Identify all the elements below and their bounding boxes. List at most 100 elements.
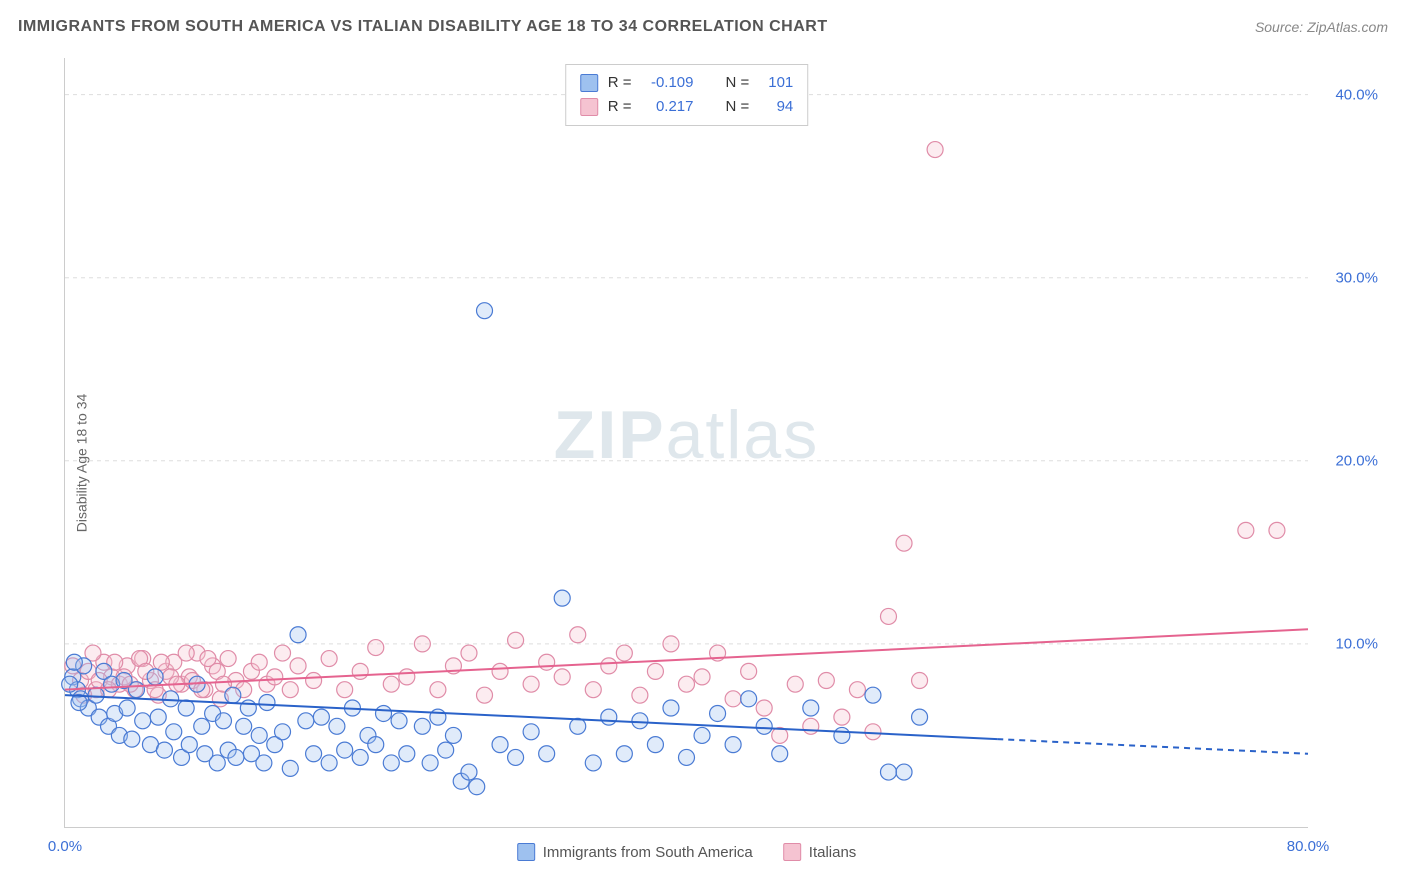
data-point [647, 663, 663, 679]
data-point [741, 691, 757, 707]
data-point [1238, 522, 1254, 538]
y-tick-label: 40.0% [1318, 86, 1378, 103]
r-label: R = [608, 71, 632, 95]
data-point [694, 727, 710, 743]
data-point [461, 764, 477, 780]
data-point [492, 663, 508, 679]
data-point [153, 654, 169, 670]
data-point [616, 645, 632, 661]
n-label: N = [726, 95, 750, 119]
data-point [539, 746, 555, 762]
data-point [880, 764, 896, 780]
data-point [523, 724, 539, 740]
data-point [329, 718, 345, 734]
data-point [220, 651, 236, 667]
data-point [430, 682, 446, 698]
data-point [256, 755, 272, 771]
data-point [321, 651, 337, 667]
plot-area: ZIPatlas R =-0.109N =101R =0.217N =94 Im… [64, 58, 1308, 828]
data-point [710, 705, 726, 721]
data-point [225, 687, 241, 703]
data-point [215, 713, 231, 729]
stats-legend-box: R =-0.109N =101R =0.217N =94 [565, 64, 809, 126]
data-point [570, 627, 586, 643]
legend-label: Italians [809, 844, 857, 861]
data-point [290, 627, 306, 643]
data-point [477, 303, 493, 319]
data-point [756, 700, 772, 716]
chart-source: Source: ZipAtlas.com [1255, 19, 1388, 35]
n-value: 101 [759, 71, 793, 95]
data-point [834, 727, 850, 743]
data-point [128, 682, 144, 698]
data-point [508, 632, 524, 648]
data-point [150, 709, 166, 725]
plot-svg [65, 58, 1308, 827]
data-point [834, 709, 850, 725]
r-value: 0.217 [642, 95, 694, 119]
data-point [865, 687, 881, 703]
data-point [282, 760, 298, 776]
series-swatch [580, 98, 598, 116]
y-tick-label: 10.0% [1318, 635, 1378, 652]
data-point [725, 691, 741, 707]
data-point [376, 705, 392, 721]
data-point [477, 687, 493, 703]
data-point [391, 713, 407, 729]
x-tick-label: 80.0% [1287, 838, 1330, 855]
data-point [694, 669, 710, 685]
data-point [337, 742, 353, 758]
data-point [124, 731, 140, 747]
data-point [228, 749, 244, 765]
stats-row: R = -0.109 N = 101 [580, 71, 794, 95]
data-point [163, 691, 179, 707]
data-point [438, 742, 454, 758]
data-point [461, 645, 477, 661]
data-point [632, 687, 648, 703]
data-point [554, 669, 570, 685]
data-point [554, 590, 570, 606]
bottom-legend: Immigrants from South America Italians [517, 843, 857, 861]
data-point [236, 718, 252, 734]
data-point [422, 755, 438, 771]
data-point [912, 709, 928, 725]
data-point [337, 682, 353, 698]
data-point [601, 658, 617, 674]
data-point [275, 645, 291, 661]
data-point [445, 727, 461, 743]
data-point [119, 700, 135, 716]
data-point [865, 724, 881, 740]
data-point [313, 709, 329, 725]
data-point [383, 755, 399, 771]
data-point [1269, 522, 1285, 538]
data-point [399, 746, 415, 762]
data-point [912, 673, 928, 689]
data-point [570, 718, 586, 734]
data-point [414, 718, 430, 734]
data-point [383, 676, 399, 692]
n-label: N = [726, 71, 750, 95]
data-point [803, 718, 819, 734]
data-point [725, 737, 741, 753]
data-point [368, 737, 384, 753]
data-point [321, 755, 337, 771]
y-tick-label: 20.0% [1318, 452, 1378, 469]
data-point [849, 682, 865, 698]
data-point [194, 718, 210, 734]
data-point [178, 645, 194, 661]
r-value: -0.109 [642, 71, 694, 95]
legend-item: Immigrants from South America [517, 843, 753, 861]
data-point [368, 640, 384, 656]
data-point [352, 749, 368, 765]
data-point [927, 142, 943, 158]
data-point [508, 749, 524, 765]
data-point [772, 746, 788, 762]
data-point [663, 700, 679, 716]
data-point [135, 713, 151, 729]
data-point [259, 694, 275, 710]
data-point [679, 749, 695, 765]
data-point [803, 700, 819, 716]
data-point [741, 663, 757, 679]
data-point [880, 608, 896, 624]
data-point [275, 724, 291, 740]
